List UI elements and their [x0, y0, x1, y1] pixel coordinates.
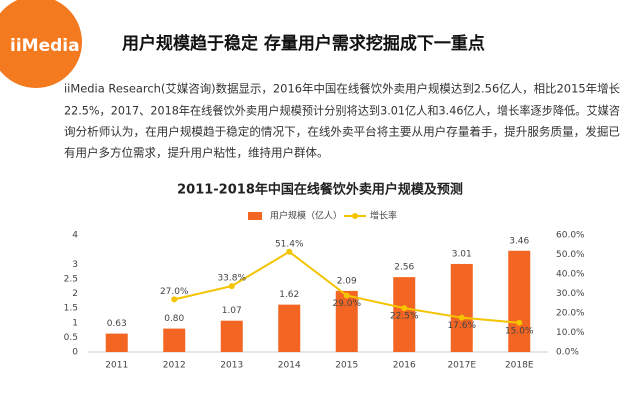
x-tick-label: 2011	[105, 361, 128, 371]
legend-label: 增长率	[370, 210, 397, 222]
line-label: 51.4%	[275, 239, 304, 249]
bar-label: 1.07	[222, 306, 242, 316]
y-tick-label: 3	[72, 260, 78, 270]
paragraph-line: 22.5%，2017、2018年在线餐饮外卖用户规模预计分别将达到3.01亿人和…	[64, 104, 620, 118]
y2-tick-label: 10.0%	[556, 328, 585, 338]
y2-tick-label: 50.0%	[556, 250, 585, 260]
y-tick-label: 2	[72, 289, 78, 299]
y-tick-label: 0	[72, 348, 78, 358]
logo-text: iiMedia	[10, 36, 80, 56]
y-tick-label: 1	[72, 318, 78, 328]
x-tick-label: 2012	[163, 361, 186, 371]
line-marker	[458, 314, 465, 321]
bar	[508, 250, 531, 352]
line-marker	[286, 248, 293, 255]
paragraph-line: 有用户多方位需求，提升用户粘性，维持用户群体。	[64, 146, 329, 160]
x-tick-label: 2013	[220, 361, 243, 371]
x-tick-label: 2015	[335, 361, 358, 371]
line-marker	[171, 296, 178, 303]
bar-label: 1.62	[279, 290, 299, 300]
y2-tick-label: 20.0%	[556, 309, 585, 319]
line-label: 15.0%	[505, 326, 534, 336]
y-tick-label: 1.5	[64, 304, 78, 314]
bar-label: 2.09	[337, 276, 357, 286]
line-marker	[343, 292, 350, 299]
legend-swatch	[352, 213, 358, 219]
paragraph-line: 询分析师认为，在用户规模趋于稳定的情况下，在线外卖平台将主要从用户存量着手，提升…	[64, 125, 620, 139]
y2-tick-label: 30.0%	[556, 289, 585, 299]
bar	[105, 333, 128, 352]
legend-swatch	[248, 212, 262, 220]
x-tick-label: 2017E	[447, 361, 476, 371]
line-label: 22.5%	[390, 312, 419, 322]
x-tick-label: 2014	[278, 361, 301, 371]
line-marker	[228, 283, 235, 290]
line-label: 27.0%	[160, 287, 189, 297]
logo-circle	[0, 0, 82, 88]
y-tick-label: 0.5	[64, 333, 78, 343]
bar	[163, 328, 186, 352]
bar-label: 0.63	[107, 319, 127, 329]
bar	[450, 263, 473, 352]
y-tick-label: 2.5	[64, 274, 78, 284]
slide-title: 用户规模趋于稳定 存量用户需求挖掘成下一重点	[122, 33, 485, 54]
bar	[278, 304, 301, 352]
line-marker	[516, 319, 523, 326]
y2-tick-label: 40.0%	[556, 270, 585, 280]
x-tick-label: 2016	[393, 361, 416, 371]
chart-title: 2011-2018年中国在线餐饮外卖用户规模及预测	[177, 182, 463, 198]
line-label: 33.8%	[217, 274, 246, 284]
bar-label: 0.80	[164, 314, 184, 324]
bar	[220, 320, 243, 352]
x-tick-label: 2018E	[505, 361, 534, 371]
line-label: 29.0%	[332, 299, 361, 309]
line-label: 17.6%	[447, 321, 476, 331]
bar-label: 2.56	[394, 263, 414, 273]
line-marker	[401, 305, 408, 312]
bar-label: 3.01	[452, 249, 472, 259]
y2-tick-label: 0.0%	[556, 348, 579, 358]
y-tick-label: 4	[72, 231, 78, 241]
legend-label: 用户规模（亿人）	[270, 210, 342, 222]
bar	[393, 277, 416, 352]
y2-tick-label: 60.0%	[556, 231, 585, 241]
paragraph-line: iiMedia Research(艾媒咨询)数据显示，2016年中国在线餐饮外卖…	[64, 82, 620, 96]
bar	[335, 290, 358, 352]
bar-label: 3.46	[509, 236, 529, 246]
